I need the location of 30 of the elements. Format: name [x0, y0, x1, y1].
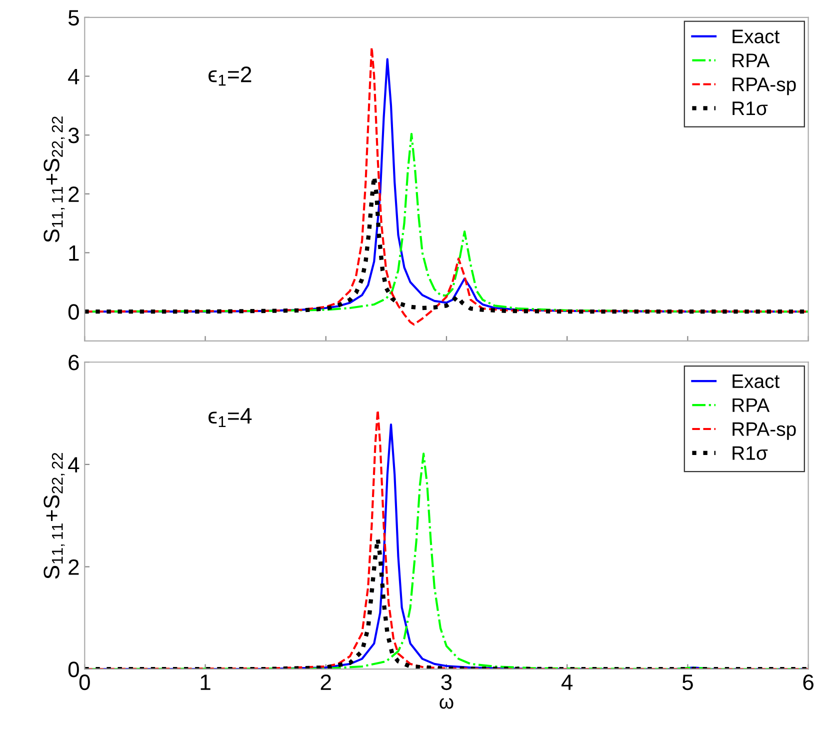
annotation: ϵ$_{1}$=2 [208, 66, 252, 86]
x-tick-label: 4 [561, 674, 573, 690]
legend-label: RPA [732, 54, 770, 68]
legend-label: RPA-sp [732, 422, 796, 440]
x-tick-label: 0 [79, 674, 90, 690]
legend-label: Exact [732, 30, 780, 44]
y-tick-label: 4 [68, 69, 80, 84]
x-tick-label: 3 [441, 674, 452, 690]
y-tick-label: 1 [69, 246, 79, 261]
x-tick-label: 6 [803, 674, 814, 690]
legend-label: RPA [732, 398, 770, 412]
y-axis-title: S$_{11,11}$+S$_{22,22}$ [44, 452, 65, 579]
x-tick-label: 1 [200, 674, 210, 690]
legend-label: R1σ [732, 102, 768, 116]
y-tick-label: 5 [68, 10, 79, 26]
legend-label: Exact [732, 374, 780, 388]
y-tick-label: 6 [68, 354, 79, 370]
legend-label: R1σ [732, 446, 768, 460]
y-tick-label: 0 [68, 304, 79, 320]
annotation: ϵ$_{1}$=4 [208, 408, 252, 427]
x-tick-label: 2 [320, 674, 331, 690]
x-axis-title: ω [440, 698, 454, 709]
y-tick-label: 0 [68, 662, 79, 678]
y-tick-label: 3 [68, 128, 79, 144]
x-tick-label: 5 [682, 674, 693, 690]
y-tick-label: 2 [68, 559, 79, 575]
y-axis-title: S$_{11,11}$+S$_{22,22}$ [44, 116, 65, 242]
legend-label: RPA-sp [732, 78, 796, 96]
y-tick-label: 2 [68, 186, 79, 202]
y-tick-label: 4 [68, 457, 80, 472]
